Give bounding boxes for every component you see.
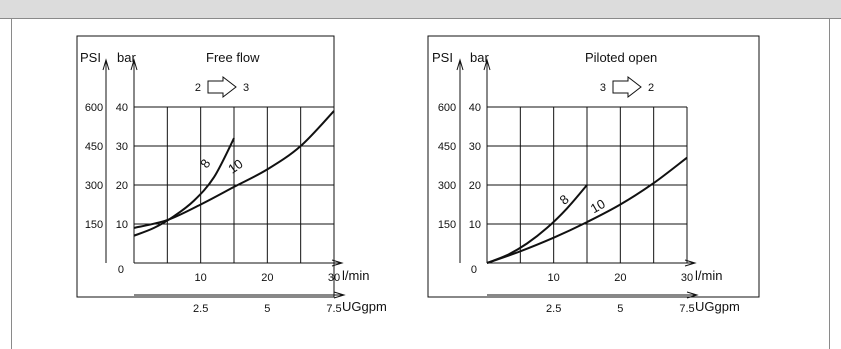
x2-axis-arrow xyxy=(686,291,699,299)
bar-axis-arrow xyxy=(483,58,491,71)
bar-tick-label: 0 xyxy=(471,264,477,276)
flow-from-port: 2 xyxy=(195,82,201,94)
x2-tick-label: 7.5 xyxy=(679,303,694,315)
psi-axis-arrow xyxy=(102,58,110,71)
bar-tick-label: 20 xyxy=(469,180,481,192)
x2-tick-label: 2.5 xyxy=(193,303,208,315)
psi-tick-label: 150 xyxy=(438,219,456,231)
chart-title: Free flow xyxy=(206,50,260,65)
bar-tick-label: 20 xyxy=(116,180,128,192)
psi-tick-label: 600 xyxy=(85,102,103,114)
series-line-8 xyxy=(133,137,235,237)
x-tick-label: 10 xyxy=(195,272,207,284)
flow-from-port: 3 xyxy=(600,82,606,94)
x-tick-label: 10 xyxy=(548,272,560,284)
bar-tick-label: 40 xyxy=(116,102,128,114)
x-axis-label: l/min xyxy=(342,268,369,283)
bar-tick-label: 30 xyxy=(116,141,128,153)
chart-title: Piloted open xyxy=(585,50,657,65)
psi-unit-label: PSI xyxy=(80,50,101,65)
bar-axis-arrow xyxy=(130,58,138,71)
chart-panel-2: PSI bar 40 30 20 10 0 600 450 300 150 Piloted open 3… xyxy=(427,35,760,315)
psi-tick-label: 600 xyxy=(438,102,456,114)
chart-grid xyxy=(134,106,335,263)
x-tick-label: 30 xyxy=(681,272,693,284)
x-axis-arrow xyxy=(331,259,344,267)
x2-axis-label: UGgpm xyxy=(695,299,740,314)
flow-arrow-icon xyxy=(612,75,642,99)
x2-tick-label: 7.5 xyxy=(326,303,341,315)
bar-tick-label: 10 xyxy=(469,219,481,231)
x2-axis-arrow xyxy=(333,291,346,299)
bar-tick-label: 10 xyxy=(116,219,128,231)
header-band xyxy=(0,0,841,19)
x2-tick-label: 2.5 xyxy=(546,303,561,315)
frame-right-border xyxy=(829,18,830,349)
series-line-10 xyxy=(133,110,335,229)
frame-left-border xyxy=(11,18,12,349)
psi-unit-label: PSI xyxy=(432,50,453,65)
psi-tick-label: 450 xyxy=(438,141,456,153)
x2-axis-label: UGgpm xyxy=(342,299,387,314)
psi-tick-label: 300 xyxy=(85,180,103,192)
x-tick-label: 20 xyxy=(261,272,273,284)
flow-arrow-icon xyxy=(207,75,237,99)
chart-panel-1: PSI bar 40 30 20 10 0 600 450 300 150 Free flow 2 3 10… xyxy=(76,35,387,315)
bar-tick-label: 30 xyxy=(469,141,481,153)
x-tick-label: 30 xyxy=(328,272,340,284)
x-tick-label: 20 xyxy=(614,272,626,284)
chart-panel-border xyxy=(427,35,760,298)
psi-tick-label: 150 xyxy=(85,219,103,231)
series-label-8: 8 xyxy=(197,156,213,171)
x2-tick-label: 5 xyxy=(264,303,270,315)
psi-tick-label: 450 xyxy=(85,141,103,153)
series-line-10 xyxy=(486,156,688,264)
flow-to-port: 2 xyxy=(648,82,654,94)
flow-to-port: 3 xyxy=(243,82,249,94)
x-axis-label: l/min xyxy=(695,268,722,283)
series-label-10: 10 xyxy=(225,156,245,177)
bar-unit-label: bar xyxy=(117,50,136,65)
series-label-10: 10 xyxy=(588,196,608,216)
bar-tick-label: 40 xyxy=(469,102,481,114)
x2-tick-label: 5 xyxy=(617,303,623,315)
x-axis-arrow xyxy=(684,259,697,267)
psi-tick-label: 300 xyxy=(438,180,456,192)
psi-axis-arrow xyxy=(456,58,464,71)
bar-tick-label: 0 xyxy=(118,264,124,276)
bar-unit-label: bar xyxy=(470,50,489,65)
